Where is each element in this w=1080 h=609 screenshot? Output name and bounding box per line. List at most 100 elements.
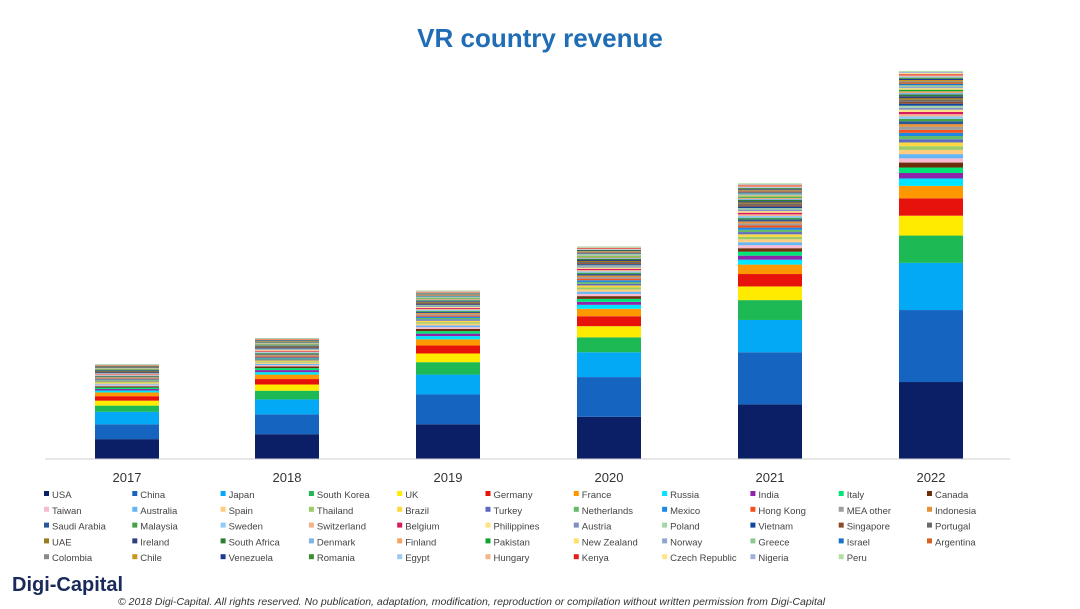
legend-swatch: [44, 538, 49, 544]
legend-item: Singapore: [838, 522, 890, 533]
bar-segment: [738, 404, 802, 459]
bar-segment: [416, 305, 480, 307]
bar-segment: [95, 364, 159, 365]
legend-item: Ireland: [132, 537, 169, 548]
bar-segment: [95, 366, 159, 368]
bar-segment: [899, 146, 963, 150]
bar-segment: [577, 260, 641, 262]
legend-swatch: [132, 491, 138, 496]
bar-segment: [577, 352, 641, 378]
bar-segment: [738, 352, 802, 405]
bar-segment: [577, 248, 641, 250]
legend-item: Sweden: [220, 522, 263, 533]
bar-segment: [738, 186, 802, 188]
bar-segment: [738, 187, 802, 188]
bar-segment: [416, 315, 480, 317]
legend-swatch: [308, 491, 314, 496]
bar-segment: [899, 99, 963, 102]
legend-swatch: [573, 522, 579, 528]
bar-segment: [255, 353, 319, 355]
bar-segment: [738, 190, 802, 192]
bar-segment: [577, 337, 641, 353]
bar-segment: [95, 381, 159, 383]
legend-swatch: [132, 538, 138, 544]
legend-swatch: [662, 506, 668, 512]
bar-segment: [255, 337, 319, 339]
bar-segment: [255, 347, 319, 349]
bar-segment: [577, 248, 641, 249]
bar-segment: [899, 149, 963, 155]
legend-swatch: [927, 522, 932, 528]
legend-label: USA: [52, 490, 72, 501]
legend-label: Pakistan: [494, 537, 530, 548]
bar-segment: [738, 205, 802, 207]
bar-segment: [416, 296, 480, 298]
bar-segment: [416, 345, 480, 354]
bar-segment: [416, 300, 480, 302]
bar-segment: [577, 251, 641, 253]
bar-segment: [255, 351, 319, 353]
bar-segment: [899, 215, 963, 236]
bar-segment: [899, 121, 963, 125]
bar-segment: [738, 234, 802, 237]
bar-segment: [577, 278, 641, 281]
legend-swatch: [308, 554, 314, 560]
bar-segment: [738, 239, 802, 243]
bar-segment: [899, 109, 963, 112]
bar-segment: [899, 91, 963, 93]
bar-segment: [738, 227, 802, 230]
legend-item: UK: [397, 490, 419, 501]
legend-label: India: [758, 490, 779, 501]
bar-segment: [899, 82, 963, 84]
legend-item: Vietnam: [750, 522, 793, 533]
legend-swatch: [485, 491, 491, 496]
bar-segment: [255, 339, 319, 341]
bar-segment: [899, 118, 963, 122]
legend-label: Poland: [670, 522, 700, 533]
bar-segment: [577, 257, 641, 259]
bar-segment: [738, 206, 802, 209]
bar-segment: [255, 350, 319, 351]
legend-label: Philippines: [494, 522, 540, 533]
legend-item: Philippines: [485, 522, 540, 533]
bar-segment: [738, 212, 802, 215]
legend-swatch: [485, 506, 491, 512]
legend-label: Japan: [229, 490, 255, 501]
legend-item: Denmark: [308, 537, 356, 548]
bar-segment: [95, 424, 159, 440]
bar-segment: [416, 317, 480, 320]
legend-label: Australia: [140, 506, 178, 517]
bar-segment: [416, 374, 480, 395]
bar-segment: [95, 380, 159, 382]
bar-segment: [577, 256, 641, 258]
legend-swatch: [132, 554, 138, 560]
bar-segment: [95, 390, 159, 393]
bar-segment: [577, 254, 641, 256]
bar-segment: [738, 221, 802, 224]
bar-segment: [577, 271, 641, 273]
bar-segment: [577, 377, 641, 417]
bar-segment: [255, 344, 319, 346]
legend-swatch: [397, 538, 403, 544]
bar-segment: [416, 294, 480, 295]
legend-swatch: [573, 554, 579, 560]
bar-segment: [577, 275, 641, 278]
bar-segment: [738, 223, 802, 226]
bar-segment: [577, 281, 641, 284]
bar-segment: [95, 386, 159, 388]
bar-segment: [577, 267, 641, 269]
bar-segment: [95, 376, 159, 378]
bar-segment: [899, 72, 963, 74]
legend-label: South Korea: [317, 490, 371, 501]
legend-swatch: [308, 522, 314, 528]
bar-segment: [899, 101, 963, 104]
bar-segment: [416, 333, 480, 337]
legend-label: Ireland: [140, 537, 169, 548]
bar-segment: [416, 303, 480, 305]
bar-segment: [577, 301, 641, 305]
bar-segment: [95, 405, 159, 412]
bar-segment: [899, 105, 963, 108]
legend-swatch: [927, 538, 932, 544]
copyright-notice: © 2018 Digi-Capital. All rights reserved…: [118, 596, 826, 608]
bar-segment: [255, 374, 319, 380]
